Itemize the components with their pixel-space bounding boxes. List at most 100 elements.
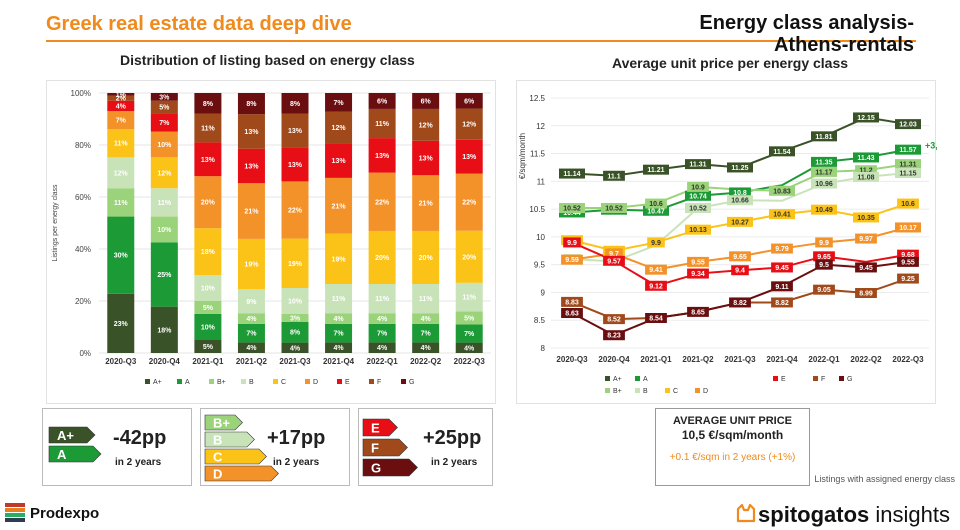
bar-data-label: 7% <box>421 331 432 338</box>
energy-badge-label: B+ <box>213 416 230 431</box>
bar-data-label: 4% <box>333 345 344 352</box>
bar-data-label: 6% <box>421 98 432 105</box>
point-data-label: 10.6 <box>901 201 915 208</box>
bar-segment <box>107 188 135 217</box>
bar-segment <box>107 216 135 294</box>
energy-badges-a: A+ A <box>48 426 102 463</box>
bar-data-label: 19% <box>332 256 347 263</box>
bar-segment <box>237 238 265 290</box>
line-chart-panel: 8 8.5 9 9.5 10 10.5 11 11.5 12 12.5 €/sqm/month 202… <box>516 80 943 404</box>
bar-data-label: 7% <box>116 118 127 125</box>
legend-label: A <box>643 376 648 383</box>
bar-segment <box>237 93 265 115</box>
bar-segment <box>455 324 483 343</box>
point-data-label: 9.9 <box>651 240 661 247</box>
period-b: in 2 years <box>273 457 320 468</box>
bar-data-label: 13% <box>462 154 477 161</box>
point-data-label: 9.05 <box>817 287 831 294</box>
bar-data-label: 13% <box>375 153 390 160</box>
bar-segment <box>455 311 483 325</box>
point-data-label: 11.15 <box>899 171 916 178</box>
bar-segment <box>368 138 396 173</box>
bar-segment <box>107 111 135 130</box>
legend-swatch <box>305 379 310 384</box>
point-data-label: 11.31 <box>899 162 916 169</box>
bar-data-label: 5% <box>203 344 214 351</box>
bar-data-label: 4% <box>377 345 388 352</box>
point-label-bg <box>559 203 585 213</box>
legend-swatch <box>401 379 406 384</box>
x-tick-label: 2021-Q2 <box>682 355 714 364</box>
bar-data-label: 11% <box>462 295 476 302</box>
bar-segment <box>150 100 178 114</box>
bar-data-label: 11% <box>375 121 389 128</box>
bar-data-label: 25% <box>157 272 172 279</box>
point-label-bg <box>603 170 625 181</box>
bar-segment <box>194 314 222 340</box>
legend-label: D <box>703 388 708 395</box>
point-label-bg <box>727 216 753 227</box>
y-tick-label: 60% <box>75 193 91 202</box>
point-label-bg <box>811 166 837 177</box>
point-label-bg <box>771 262 793 273</box>
point-data-label: 10.74 <box>689 193 707 200</box>
point-data-label: 10.83 <box>773 188 791 195</box>
bar-segment <box>237 289 265 314</box>
point-label-bg <box>811 131 837 142</box>
point-label-bg <box>643 205 669 216</box>
point-data-label: 11.31 <box>689 162 706 169</box>
point-label-bg <box>601 203 627 213</box>
point-data-label: 9.45 <box>775 265 789 272</box>
bar-segment <box>237 148 265 184</box>
bar-segment <box>107 157 135 189</box>
point-data-label: 12.15 <box>857 115 875 122</box>
point-data-label: 9.68 <box>901 252 915 259</box>
point-label-bg <box>895 222 921 233</box>
change-a: -42pp <box>113 427 167 449</box>
bar-data-label: 6% <box>464 98 475 105</box>
point-data-label: 11.54 <box>773 149 790 156</box>
point-label-bg <box>727 195 753 206</box>
bar-segment <box>150 113 178 132</box>
bar-data-label: 22% <box>462 200 477 207</box>
average-price-title: AVERAGE UNIT PRICE <box>673 415 792 427</box>
point-label-bg <box>815 237 833 248</box>
point-data-label: 9.9 <box>819 240 829 247</box>
bar-segment <box>281 314 309 322</box>
bar-data-label: 10% <box>288 299 303 306</box>
point-label-bg <box>811 156 837 167</box>
point-label-bg <box>897 249 919 260</box>
y-tick-label: 0% <box>79 349 91 358</box>
point-label-bg <box>685 190 711 201</box>
point-label-bg <box>729 251 751 262</box>
x-tick-label: 2022-Q1 <box>367 357 399 366</box>
energy-badge-label: F <box>371 441 379 456</box>
y-tick-label: 80% <box>75 141 91 150</box>
bar-data-label: 10% <box>201 286 216 293</box>
bar-segment <box>368 172 396 231</box>
bar-data-label: 4% <box>421 345 432 352</box>
bar-data-label: 4% <box>290 345 301 352</box>
average-price-change: +0.1 €/sqm in 2 years (+1%) <box>669 452 796 463</box>
point-label-bg <box>687 256 709 267</box>
point-data-label: 10.52 <box>605 206 623 213</box>
point-data-label: 9.5 <box>819 262 829 269</box>
legend-label: G <box>409 379 414 386</box>
change-b: +17pp <box>267 427 326 449</box>
point-data-label: 8.23 <box>607 333 621 340</box>
point-data-label: 8.83 <box>565 299 579 306</box>
bar-segment <box>281 342 309 353</box>
bar-segment <box>194 113 222 143</box>
bar-segment <box>455 108 483 140</box>
point-data-label: 9.12 <box>649 283 663 290</box>
y-axis-label: Listings per energy class <box>52 184 59 262</box>
bar-segment <box>325 323 353 343</box>
y-tick-label: 20% <box>75 297 91 306</box>
bar-data-label: 13% <box>244 163 259 170</box>
bar-segment <box>325 143 353 178</box>
point-data-label: 9.4 <box>735 268 745 275</box>
point-label-bg <box>895 168 921 178</box>
point-label-bg <box>559 168 585 179</box>
legend-label: A <box>185 379 190 386</box>
